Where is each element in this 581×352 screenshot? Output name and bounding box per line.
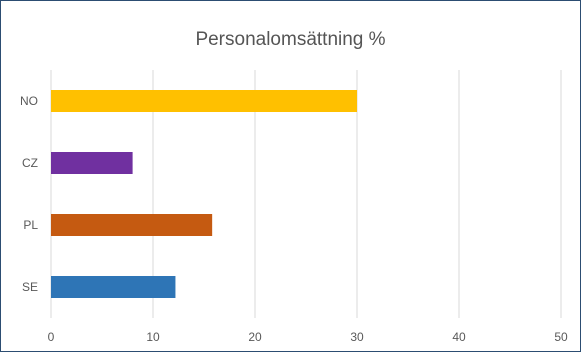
bar-cz bbox=[51, 152, 133, 174]
y-tick-label: NO bbox=[20, 94, 38, 108]
x-tick-label: 30 bbox=[350, 330, 364, 344]
chart-title: Personalomsättning % bbox=[195, 29, 386, 50]
y-tick-label: CZ bbox=[22, 156, 38, 170]
x-tick-label: 0 bbox=[48, 330, 55, 344]
x-tick-label: 40 bbox=[452, 330, 466, 344]
x-tick-label: 10 bbox=[146, 330, 160, 344]
bar-no bbox=[51, 90, 357, 112]
bar-pl bbox=[51, 214, 213, 236]
x-tick-label: 50 bbox=[554, 330, 568, 344]
x-tick-label: 20 bbox=[248, 330, 262, 344]
y-tick-label: PL bbox=[23, 218, 38, 232]
bar-se bbox=[51, 276, 176, 298]
y-tick-label: SE bbox=[22, 280, 38, 294]
